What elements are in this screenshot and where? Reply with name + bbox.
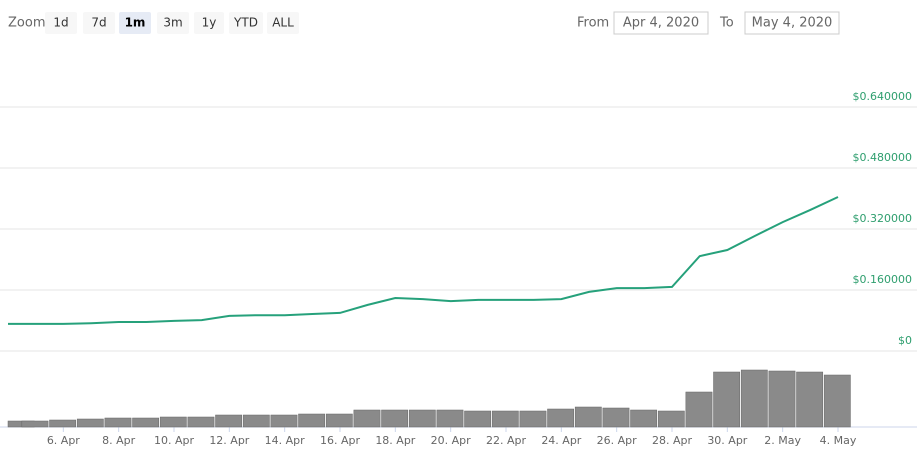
volume-bar <box>408 409 436 428</box>
x-tick-label: 30. Apr <box>707 434 747 447</box>
volume-bar <box>823 374 851 428</box>
zoom-button-label[interactable]: 1m <box>125 16 146 30</box>
zoom-button[interactable] <box>157 12 189 34</box>
zoom-button[interactable] <box>194 12 224 34</box>
x-tick-label: 2. May <box>764 434 801 447</box>
y-tick-label: $0 <box>898 334 912 347</box>
zoom-button[interactable] <box>83 12 115 34</box>
volume-bar <box>713 371 741 428</box>
volume-bar <box>270 414 298 428</box>
volume-bar <box>49 419 77 428</box>
from-label: From <box>577 16 609 31</box>
y-tick-label: $0.160000 <box>853 273 913 286</box>
from-value[interactable]: Apr 4, 2020 <box>623 16 699 31</box>
volume-bar <box>630 409 658 428</box>
volume-bar <box>657 410 685 428</box>
zoom-button-label[interactable]: 1y <box>202 16 217 30</box>
volume-bar <box>602 407 630 428</box>
zoom-button-label[interactable]: YTD <box>233 16 258 30</box>
volume-bar <box>574 406 602 428</box>
volume-bar <box>491 410 519 428</box>
y-tick-label: $0.480000 <box>853 151 913 164</box>
volume-bar <box>381 409 409 428</box>
x-tick-label: 22. Apr <box>486 434 526 447</box>
volume-bar <box>796 371 824 428</box>
x-tick-label: 20. Apr <box>431 434 471 447</box>
volume-bar <box>21 420 49 428</box>
volume-bar <box>547 408 575 428</box>
zoom-button-label[interactable]: 1d <box>53 16 68 30</box>
zoom-button[interactable] <box>119 12 151 34</box>
zoom-button[interactable] <box>267 12 299 34</box>
zoom-button-label[interactable]: ALL <box>272 16 294 30</box>
to-value[interactable]: May 4, 2020 <box>752 16 833 31</box>
x-tick-label: 8. Apr <box>102 434 135 447</box>
y-tick-label: $0.320000 <box>853 212 913 225</box>
volume-bar <box>298 413 326 428</box>
volume-bar <box>242 414 270 428</box>
zoom-label: Zoom <box>8 16 45 31</box>
volume-bar <box>353 409 381 428</box>
volume-bar <box>76 418 104 428</box>
x-tick-label: 4. May <box>820 434 857 447</box>
x-tick-label: 28. Apr <box>652 434 692 447</box>
volume-bar <box>187 416 215 428</box>
x-tick-label: 18. Apr <box>375 434 415 447</box>
volume-bar <box>464 410 492 428</box>
volume-bar <box>215 414 243 428</box>
zoom-button[interactable] <box>45 12 77 34</box>
x-tick-label: 24. Apr <box>541 434 581 447</box>
price-line <box>8 196 839 325</box>
x-tick-label: 12. Apr <box>209 434 249 447</box>
volume-bar <box>740 369 768 428</box>
volume-bar <box>132 417 160 428</box>
volume-bar <box>325 413 353 428</box>
volume-bar <box>685 391 713 428</box>
to-input[interactable] <box>744 11 840 35</box>
y-tick-label: $0.640000 <box>853 90 913 103</box>
volume-bar <box>519 410 547 428</box>
to-label: To <box>719 16 734 31</box>
zoom-button-label[interactable]: 7d <box>91 16 106 30</box>
x-tick-label: 14. Apr <box>265 434 305 447</box>
volume-bar <box>436 409 464 428</box>
volume-bar <box>159 416 187 428</box>
x-tick-label: 10. Apr <box>154 434 194 447</box>
volume-bar <box>768 370 796 428</box>
from-input[interactable] <box>613 11 709 35</box>
zoom-button[interactable] <box>229 12 263 34</box>
zoom-button-label[interactable]: 3m <box>163 16 182 30</box>
x-tick-label: 26. Apr <box>597 434 637 447</box>
volume-bar <box>104 417 132 428</box>
x-tick-label: 6. Apr <box>47 434 80 447</box>
x-tick-label: 16. Apr <box>320 434 360 447</box>
